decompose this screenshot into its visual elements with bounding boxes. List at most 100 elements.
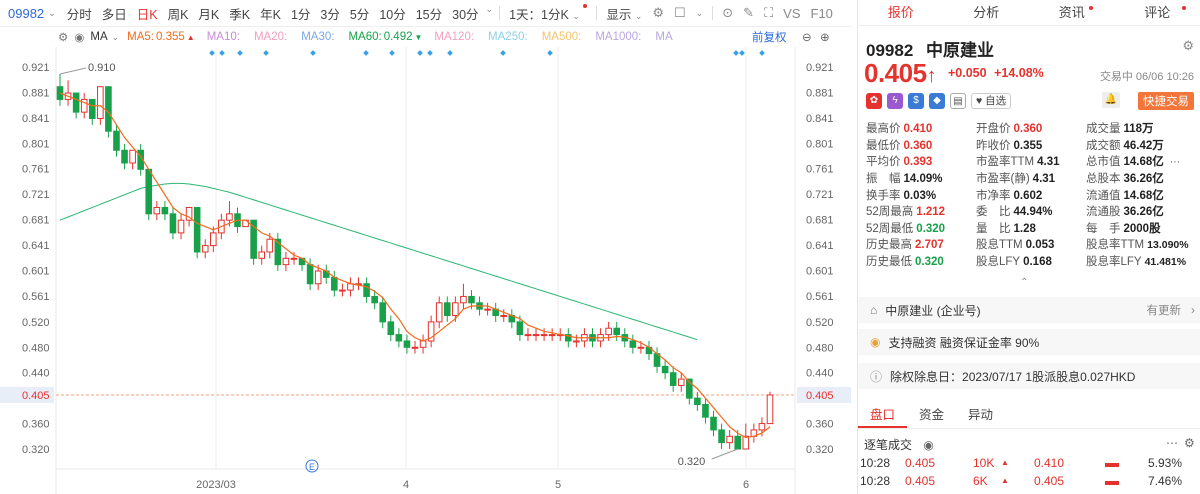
candle[interactable] [161, 201, 169, 221]
candle[interactable] [460, 283, 467, 310]
tag-icon[interactable]: ◆ [929, 93, 945, 109]
pencil-icon[interactable]: ✎ [743, 5, 755, 20]
candle[interactable] [80, 93, 88, 119]
sub-tab-2[interactable]: 异动 [968, 408, 994, 422]
period-8[interactable]: 3分 [320, 7, 340, 22]
dollar-icon[interactable]: $ [908, 93, 924, 109]
period-0[interactable]: 分时 [66, 7, 92, 22]
candle[interactable] [314, 264, 322, 291]
ma-item-3[interactable]: MA30: [301, 31, 336, 43]
candle[interactable] [113, 124, 120, 157]
candle[interactable] [88, 98, 96, 125]
settings-icon[interactable]: ⚙ [1184, 436, 1195, 450]
zoom-out-icon[interactable]: ⊖ [802, 32, 812, 44]
candle[interactable] [750, 423, 758, 443]
chevron-down-icon[interactable]: ⌄ [485, 3, 494, 14]
candle[interactable] [686, 378, 693, 405]
document-icon[interactable]: ▤ [950, 93, 966, 109]
candle[interactable] [347, 277, 354, 297]
period-4[interactable]: 月K [198, 7, 220, 22]
ma-item-0[interactable]: MA5: 0.355 ▲ [127, 31, 195, 43]
candle[interactable] [387, 315, 395, 341]
candle[interactable] [484, 302, 491, 316]
candle[interactable] [411, 340, 419, 354]
chevron-down-icon[interactable]: ⌃ [1020, 277, 1029, 288]
candle[interactable] [548, 328, 556, 341]
candle[interactable] [524, 328, 532, 341]
camera-icon[interactable]: ⊙ [722, 5, 734, 20]
candle[interactable] [677, 372, 685, 392]
more-icon[interactable]: ⋯ [1170, 157, 1180, 168]
candle[interactable] [564, 328, 572, 348]
candle[interactable] [339, 283, 346, 297]
candle[interactable] [742, 423, 750, 450]
stock-code-selector[interactable]: 09982 ⌄ [8, 6, 56, 21]
candle[interactable] [169, 207, 177, 240]
candle[interactable] [645, 340, 653, 361]
zoom-in-icon[interactable]: ⊕ [820, 32, 830, 44]
period-2[interactable]: 日K [136, 7, 158, 22]
candle[interactable] [661, 360, 669, 380]
period-12[interactable]: 30分 [452, 7, 479, 22]
candle[interactable] [331, 271, 338, 297]
settings-icon[interactable]: ⚙ [652, 5, 665, 20]
candle[interactable] [193, 206, 201, 259]
candle[interactable] [145, 168, 153, 221]
settings-icon[interactable]: ⚙ [58, 32, 69, 44]
candle[interactable] [508, 309, 516, 329]
candle[interactable] [492, 302, 499, 322]
settings-icon[interactable]: ⚙ [1182, 38, 1194, 53]
ma-item-7[interactable]: MA500: [542, 31, 584, 43]
ma-item-9[interactable]: MA [655, 31, 674, 43]
square-icon[interactable]: ☐ [674, 5, 686, 20]
candle[interactable] [266, 232, 274, 259]
kline-chart[interactable]: 2023/03 4 5 6 0.921 0.881 0.841 0.801 0.761 0.72… [0, 47, 852, 494]
hk-flag-icon[interactable]: ✿ [866, 93, 882, 109]
candle[interactable] [500, 309, 508, 322]
period-1[interactable]: 多日 [101, 7, 127, 22]
candle[interactable] [613, 321, 621, 341]
candle[interactable] [64, 80, 72, 106]
candle[interactable] [766, 391, 774, 425]
candle[interactable] [435, 296, 443, 329]
candle[interactable] [669, 366, 677, 392]
dividend-card[interactable]: ⓘ 除权除息日：2023/07/17 1股派股息0.027HKD [858, 363, 1200, 389]
candle[interactable] [540, 328, 548, 341]
period-6[interactable]: 年K [260, 7, 281, 22]
candle[interactable] [694, 391, 701, 411]
ma-item-1[interactable]: MA10: [207, 31, 242, 43]
f10-button[interactable]: F10 [810, 5, 833, 21]
period-7[interactable]: 1分 [290, 7, 311, 22]
candle[interactable] [427, 315, 435, 348]
tab-0[interactable]: 报价 [887, 5, 914, 20]
candle[interactable] [121, 143, 128, 170]
candle[interactable] [573, 334, 580, 348]
bell-icon[interactable]: 🔔 [1102, 92, 1120, 108]
sub-tab-0[interactable]: 盘口 [858, 403, 908, 428]
candle[interactable] [419, 334, 427, 354]
candle[interactable] [282, 251, 290, 272]
candle[interactable] [629, 334, 637, 354]
add-favorite-button[interactable]: ♥ 自选 [971, 93, 1012, 109]
more-icon[interactable]: ⋯ [1166, 436, 1178, 450]
ma-item-4[interactable]: MA60: 0.492 ▼ [348, 31, 422, 43]
ma-item-2[interactable]: MA20: [254, 31, 289, 43]
visibility-icon[interactable]: ◉ [923, 438, 934, 452]
candle[interactable] [702, 398, 709, 424]
sub-tab-1[interactable]: 资金 [919, 408, 945, 422]
candle[interactable] [726, 429, 733, 449]
candle[interactable] [452, 296, 459, 322]
candle[interactable] [177, 213, 185, 240]
vs-button[interactable]: VS [783, 5, 801, 21]
candle[interactable] [379, 296, 387, 329]
candle[interactable] [371, 290, 378, 310]
chevron-down-icon[interactable]: ⌄ [695, 7, 704, 18]
quick-trade-button[interactable]: 快捷交易 [1138, 92, 1194, 110]
candle[interactable] [258, 245, 266, 265]
display-menu[interactable]: 显示 ⌄ [601, 4, 647, 23]
adjust-button[interactable]: 前复权 [752, 32, 787, 44]
candle[interactable] [443, 296, 451, 322]
chevron-down-icon[interactable]: ⌄ [111, 31, 120, 42]
candle[interactable] [290, 251, 298, 265]
candle[interactable] [403, 334, 411, 354]
